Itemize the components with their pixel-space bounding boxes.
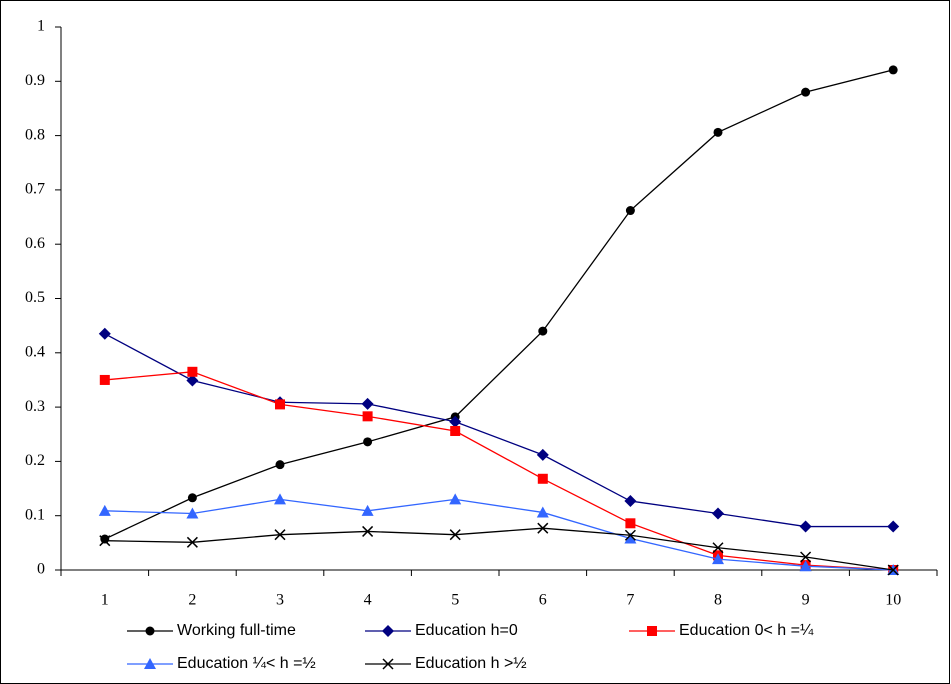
marker [100,534,110,544]
series-line [104,333,894,528]
marker [98,327,111,340]
marker [624,495,637,508]
x-tick-label: 3 [276,592,284,609]
marker [449,415,462,428]
marker [361,504,374,516]
y-tick-label: 0.1 [25,506,45,523]
marker [187,493,197,503]
y-tick-label: 1 [37,18,45,35]
legend-marker [145,626,155,636]
marker [712,553,724,565]
marker [99,374,110,385]
marker [186,536,198,548]
marker [362,411,373,422]
marker [625,206,635,216]
legend-label: Working full-time [177,622,296,639]
legend-marker [144,658,156,669]
marker [536,506,549,518]
x-tick-label: 1 [101,592,109,609]
marker [187,366,198,377]
marker [362,525,374,537]
legend-label: Education 0< h =¼ [679,622,814,639]
marker [98,504,111,516]
marker [624,532,637,544]
series-line [104,371,894,571]
legend-marker [647,626,657,636]
x-tick-label: 5 [451,592,459,609]
series-line [104,498,894,571]
y-tick-label: 0.2 [25,452,45,469]
marker [713,127,723,137]
marker [888,65,898,75]
x-tick-label: 7 [626,592,634,609]
y-tick-label: 0.4 [25,343,45,360]
marker [801,87,811,97]
marker [449,529,461,541]
marker [624,529,636,541]
marker [275,460,285,470]
marker [274,529,286,541]
series-line [104,69,894,540]
legend-marker [382,658,394,670]
marker [186,507,199,519]
marker [536,448,549,461]
y-tick-label: 0.3 [25,398,45,415]
x-tick-label: 2 [188,592,196,609]
series-line [104,527,894,571]
legend-label: Education h=0 [415,622,518,639]
marker [186,374,199,387]
marker [363,437,373,447]
marker [887,564,899,576]
x-tick-label: 8 [714,592,722,609]
marker [538,326,548,336]
marker [799,520,812,533]
marker [712,507,724,520]
y-tick-label: 0.6 [25,235,45,252]
marker [800,551,812,563]
marker [887,520,900,533]
legend-label: Education ¼< h =½ [177,655,316,672]
marker [274,493,286,505]
y-tick-label: 0.9 [25,72,45,89]
marker [275,399,285,410]
marker [99,535,111,547]
legend-marker [382,625,394,637]
x-tick-label: 6 [539,592,547,609]
y-tick-label: 0 [37,561,45,578]
x-tick-label: 9 [802,592,810,609]
marker [799,560,812,572]
marker [450,425,461,436]
legend-label: Education h >½ [415,655,527,672]
marker [625,518,636,529]
y-tick-label: 0.7 [25,181,45,198]
marker [537,522,549,534]
y-tick-label: 0.8 [25,126,45,143]
y-tick-label: 0.5 [25,289,45,306]
marker [712,542,724,554]
marker [361,397,374,410]
marker [537,473,548,484]
marker [449,493,462,505]
x-tick-label: 10 [885,592,901,609]
x-tick-label: 4 [364,592,372,609]
